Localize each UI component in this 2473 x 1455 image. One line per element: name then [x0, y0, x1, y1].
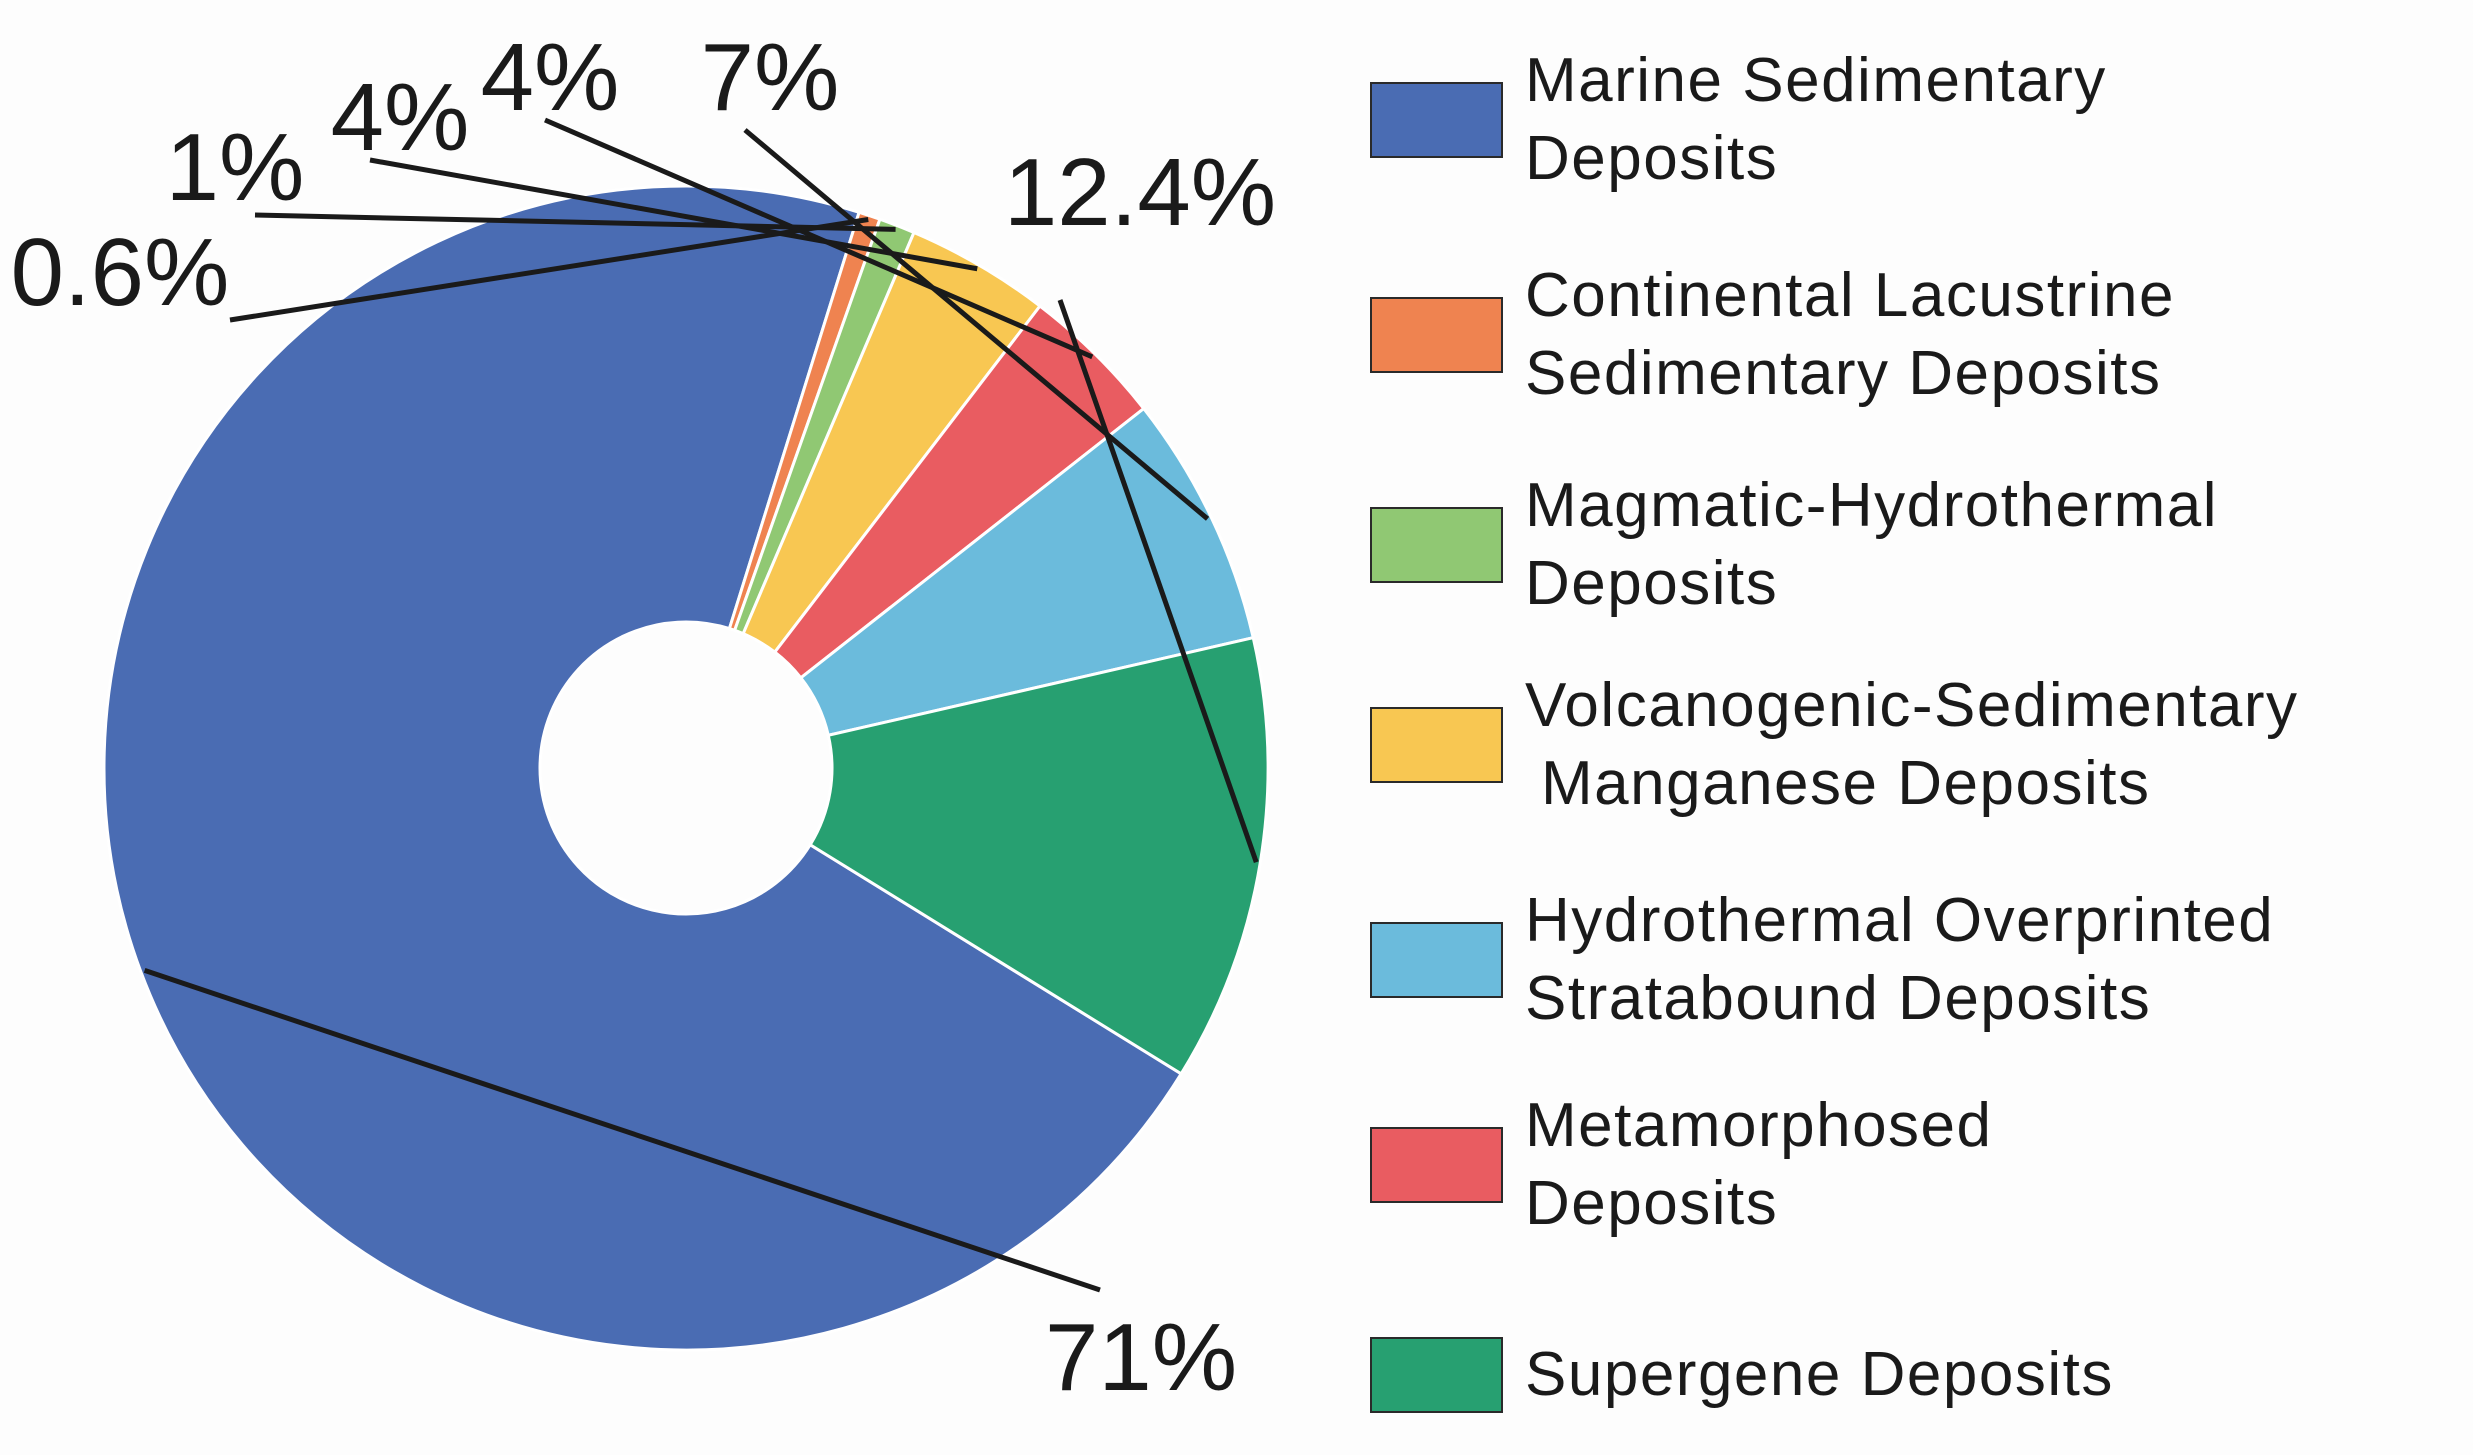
legend-item-volcanogenic: Volcanogenic-Sedimentary Manganese Depos…	[1370, 665, 2299, 825]
legend-swatch-volcanogenic	[1370, 707, 1503, 783]
legend-label-line2: Stratabound Deposits	[1525, 964, 2152, 1033]
legend-label-line2: Deposits	[1525, 549, 1779, 618]
legend-item-marine: Marine Sedimentary Deposits	[1370, 40, 2107, 200]
legend-swatch-hydrothermal	[1370, 922, 1503, 998]
legend-label-continental: Continental Lacustrine Sedimentary Depos…	[1525, 257, 2175, 413]
slice-supergene-deposits	[808, 635, 1270, 1076]
legend-swatch-magmatic	[1370, 507, 1503, 583]
legend-label-metamorphosed: Metamorphosed Deposits	[1525, 1087, 1993, 1243]
legend-label-line1: Marine Sedimentary	[1525, 46, 2107, 115]
leader-line-volcanogenic-sedimentary-manganese-deposits	[369, 157, 978, 272]
leader-line-metamorphosed-deposits	[544, 117, 1094, 360]
data-label-continental-lacustrine-sedimentary-deposits: 0.6%	[11, 219, 230, 326]
legend-swatch-supergene	[1370, 1337, 1503, 1413]
legend-label-hydrothermal: Hydrothermal Overprinted Stratabound Dep…	[1525, 882, 2274, 1038]
legend-item-supergene: Supergene Deposits	[1370, 1295, 2114, 1455]
leader-line-continental-lacustrine-sedimentary-deposits	[229, 217, 869, 323]
legend-swatch-marine	[1370, 82, 1503, 158]
leader-line-supergene-deposits	[1057, 299, 1259, 864]
legend-label-supergene: Supergene Deposits	[1525, 1336, 2114, 1414]
legend-item-hydrothermal: Hydrothermal Overprinted Stratabound Dep…	[1370, 880, 2274, 1040]
data-label-metamorphosed-deposits: 4%	[481, 24, 620, 131]
data-label-hydrothermal-overprinted-stratabound-deposits: 7%	[701, 24, 840, 131]
legend-label-line1: Metamorphosed	[1525, 1091, 1993, 1160]
data-label-marine-sedimentary-deposits: 71%	[1045, 1304, 1237, 1411]
legend-swatch-continental	[1370, 297, 1503, 373]
leader-line-marine-sedimentary-deposits	[143, 968, 1101, 1293]
legend-item-metamorphosed: Metamorphosed Deposits	[1370, 1085, 1993, 1245]
legend-label-line1: Continental Lacustrine	[1525, 261, 2175, 330]
legend-label-line1: Volcanogenic-Sedimentary	[1525, 671, 2299, 740]
legend-item-magmatic: Magmatic-Hydrothermal Deposits	[1370, 465, 2218, 625]
data-label-volcanogenic-sedimentary-manganese-deposits: 4%	[331, 64, 470, 171]
legend-label-line2: Manganese Deposits	[1541, 749, 2151, 818]
legend-swatch-metamorphosed	[1370, 1127, 1503, 1203]
legend-label-line1: Supergene Deposits	[1525, 1340, 2114, 1409]
slice-hydrothermal-overprinted-stratabound-deposits	[798, 406, 1256, 738]
legend-item-continental: Continental Lacustrine Sedimentary Depos…	[1370, 255, 2175, 415]
data-label-magmatic-hydrothermal-deposits: 1%	[166, 114, 305, 221]
legend-label-line1: Hydrothermal Overprinted	[1525, 886, 2275, 955]
legend-label-magmatic: Magmatic-Hydrothermal Deposits	[1525, 467, 2218, 623]
legend-label-line1: Magmatic-Hydrothermal	[1525, 471, 2219, 540]
legend-label-line2: Sedimentary Deposits	[1525, 339, 2162, 408]
slice-marine-sedimentary-deposits	[102, 184, 1184, 1352]
leader-line-hydrothermal-overprinted-stratabound-deposits	[743, 128, 1210, 521]
data-label-supergene-deposits: 12.4%	[1004, 139, 1276, 246]
legend-label-volcanogenic: Volcanogenic-Sedimentary Manganese Depos…	[1525, 667, 2299, 823]
legend-label-marine: Marine Sedimentary Deposits	[1525, 42, 2107, 198]
legend-label-line2: Deposits	[1525, 1169, 1779, 1238]
legend-label-line2: Deposits	[1525, 124, 1779, 193]
